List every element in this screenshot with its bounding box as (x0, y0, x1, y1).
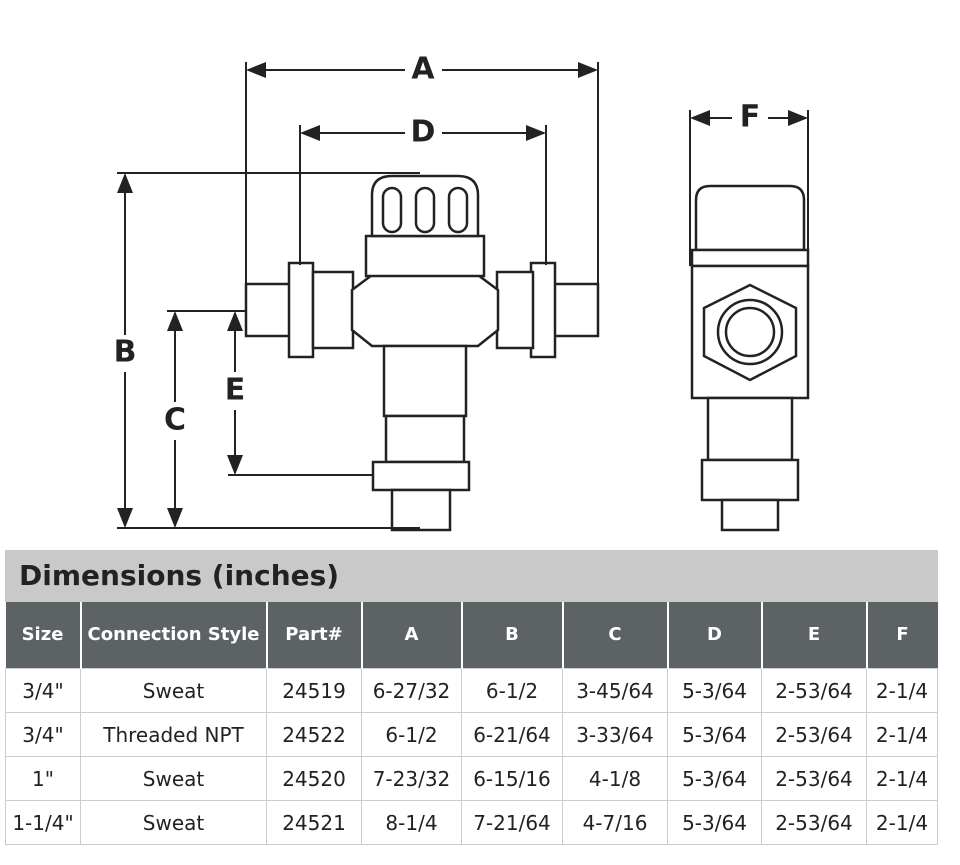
table-cell: 2-1/4 (866, 800, 938, 845)
table-cell: 3/4" (5, 668, 81, 713)
table-cell: 3-33/64 (562, 712, 668, 757)
table-cell: 24519 (266, 668, 362, 713)
table-cell: 2-1/4 (866, 712, 938, 757)
table-cell: 6-27/32 (361, 668, 462, 713)
column-header: A (360, 602, 462, 669)
dim-label: D (411, 115, 436, 150)
dim-label: F (740, 100, 761, 135)
table-cell: 24522 (266, 712, 362, 757)
table-cell: 2-1/4 (866, 756, 938, 801)
table-cell: 5-3/64 (667, 800, 762, 845)
table-cell: 3-45/64 (562, 668, 668, 713)
table-row: 3/4" Threaded NPT 24522 6-1/2 6-21/64 3-33/64… (5, 712, 938, 757)
table-cell: Sweat (80, 756, 267, 801)
table-title: Dimensions (inches) (5, 550, 938, 602)
table-cell: Sweat (80, 668, 267, 713)
column-header: Part# (265, 602, 362, 669)
column-header: C (561, 602, 668, 669)
column-header: Connection Style (79, 602, 267, 669)
table-cell: 6-1/2 (461, 668, 563, 713)
column-header: F (865, 602, 938, 669)
table-cell: 5-3/64 (667, 668, 762, 713)
table-cell: 6-1/2 (361, 712, 462, 757)
table-cell: 7-21/64 (461, 800, 563, 845)
table-cell: 6-15/16 (461, 756, 563, 801)
table-row: 3/4" Sweat 24519 6-27/32 6-1/2 3-45/64 5-3/64 2… (5, 668, 938, 713)
table-cell: 1-1/4" (5, 800, 81, 845)
valve-front (244, 174, 600, 532)
table-cell: 5-3/64 (667, 756, 762, 801)
table-cell: 2-53/64 (761, 756, 867, 801)
table-cell: 3/4" (5, 712, 81, 757)
table-cell: 2-53/64 (761, 712, 867, 757)
header-row: Size Connection Style Part# A B C D E F (5, 602, 938, 669)
table-row: 1" Sweat 24520 7-23/32 6-15/16 4-1/8 5-3/64 2-5… (5, 756, 938, 801)
column-header: E (760, 602, 867, 669)
table-cell: 4-1/8 (562, 756, 668, 801)
table-cell: 2-53/64 (761, 800, 867, 845)
table-cell: 4-7/16 (562, 800, 668, 845)
table-cell: 6-21/64 (461, 712, 563, 757)
table-cell: 1" (5, 756, 81, 801)
table-row: 1-1/4" Sweat 24521 8-1/4 7-21/64 4-7/16 5-3/64… (5, 800, 938, 845)
table-cell: 8-1/4 (361, 800, 462, 845)
table-cell: 2-1/4 (866, 668, 938, 713)
column-header: Size (5, 602, 81, 669)
dim-label: E (225, 373, 246, 408)
dim-label: B (114, 335, 137, 370)
valve-drawing: A D F B C E (114, 52, 810, 532)
dimensions-table: Dimensions (inches) Size Connection Style… (5, 550, 938, 845)
valve-side (690, 184, 810, 532)
table-cell: 24520 (266, 756, 362, 801)
table-body: 3/4" Sweat 24519 6-27/32 6-1/2 3-45/64 5-3/64 2… (5, 668, 938, 845)
table-cell: 7-23/32 (361, 756, 462, 801)
table-cell: 5-3/64 (667, 712, 762, 757)
table-cell: 2-53/64 (761, 668, 867, 713)
dimension-lines (117, 62, 809, 529)
dim-label: A (411, 52, 435, 87)
table-cell: 24521 (266, 800, 362, 845)
column-header: D (666, 602, 762, 669)
dim-label: C (164, 403, 186, 438)
table-cell: Sweat (80, 800, 267, 845)
table-cell: Threaded NPT (80, 712, 267, 757)
column-header: B (460, 602, 563, 669)
